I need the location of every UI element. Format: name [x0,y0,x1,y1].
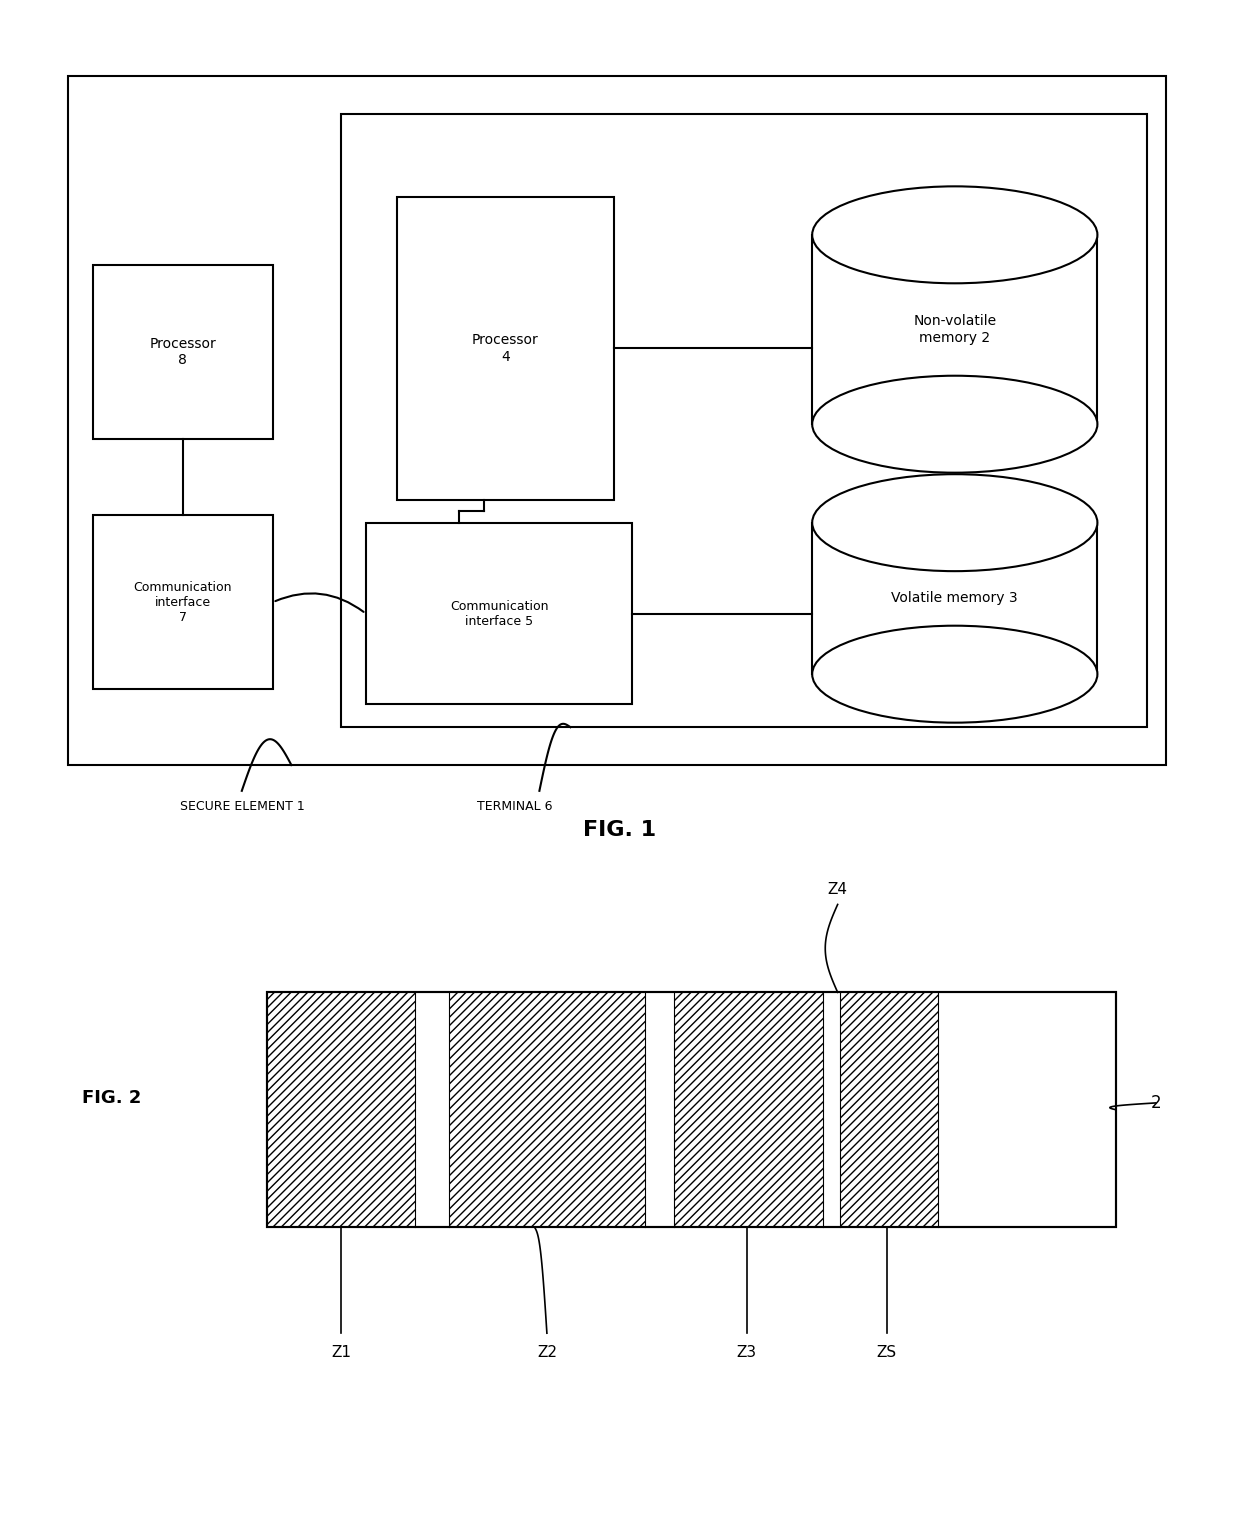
Text: Processor
4: Processor 4 [472,333,538,364]
Text: FIG. 2: FIG. 2 [82,1089,141,1107]
Ellipse shape [812,626,1097,723]
Text: 2: 2 [1151,1094,1161,1112]
Ellipse shape [812,376,1097,473]
Text: TERMINAL 6: TERMINAL 6 [477,800,553,814]
Text: SECURE ELEMENT 1: SECURE ELEMENT 1 [180,800,305,814]
Text: ZS: ZS [877,1345,897,1360]
Text: Non-volatile
memory 2: Non-volatile memory 2 [913,315,997,344]
Ellipse shape [812,474,1097,571]
Bar [839,992,937,1227]
Bar [366,523,632,704]
Text: Communication
interface
7: Communication interface 7 [134,580,232,624]
Ellipse shape [812,186,1097,283]
Text: Z2: Z2 [537,1345,557,1360]
Text: FIG. 1: FIG. 1 [584,820,656,841]
Bar [68,76,1166,765]
Text: Processor
8: Processor 8 [150,338,216,367]
Bar [449,992,645,1227]
Bar [267,992,415,1227]
Bar [812,235,1097,424]
Bar [812,523,1097,674]
Text: Z1: Z1 [331,1345,351,1360]
Bar [675,992,823,1227]
Text: Volatile memory 3: Volatile memory 3 [892,591,1018,606]
Bar [397,197,614,500]
Bar [93,515,273,689]
Text: Communication
interface 5: Communication interface 5 [450,600,548,627]
Text: Z4: Z4 [827,882,848,897]
Bar [341,114,1147,727]
Bar [93,265,273,439]
Bar [267,992,1116,1227]
Bar [267,992,1116,1227]
Text: Z3: Z3 [737,1345,756,1360]
